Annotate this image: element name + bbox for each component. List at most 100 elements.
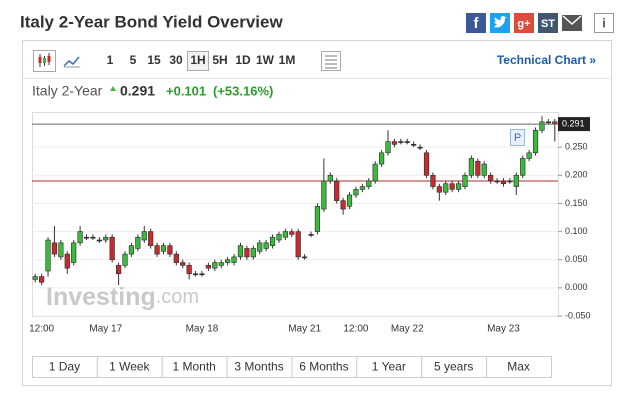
candle-body (308, 234, 314, 236)
y-tick-label: 0.150 (565, 198, 588, 208)
candle-body (218, 262, 224, 266)
last-price-box (558, 117, 590, 132)
range-bar: 1 Day 1 Week 1 Month 3 Months 6 Months 1 Year… (32, 356, 552, 378)
gplus-icon[interactable] (514, 13, 534, 33)
candle-body (436, 186, 442, 193)
period-button[interactable]: 1D (235, 53, 251, 67)
candle-body (353, 189, 359, 196)
y-tick-label: -0.050 (565, 310, 591, 320)
period-button[interactable]: 5 (130, 53, 137, 67)
candle-body (103, 236, 109, 241)
quote-price: 0.291 (120, 83, 155, 99)
candle-body (225, 259, 231, 263)
candle-body (109, 236, 115, 261)
range-label: 5 years (434, 360, 473, 374)
candle-body (475, 160, 481, 176)
range-label: 1 Week (109, 360, 150, 374)
period-bar: 1 5 15 30 1H 5H 1D 1W 1M (107, 51, 296, 71)
period-button[interactable]: 5H (212, 53, 227, 67)
candle-body (135, 236, 141, 249)
period-button[interactable]: 1M (279, 53, 296, 67)
candles: 0.291 (32, 116, 590, 286)
period-button[interactable]: 1 (107, 53, 114, 67)
marker-label: P (514, 132, 521, 144)
candle-body (39, 276, 45, 283)
range-label: 1 Month (173, 360, 216, 374)
candle-body (417, 146, 423, 149)
candle-body (192, 273, 199, 276)
candle-body (32, 276, 38, 280)
candle-icon (47, 56, 51, 62)
candle-body (359, 186, 365, 190)
candle-icon (43, 58, 46, 63)
x-tick-label: May 17 (89, 324, 122, 335)
marker-box[interactable] (510, 129, 525, 146)
period-button[interactable]: 1W (256, 53, 275, 67)
period-button[interactable]: 1H (190, 53, 205, 67)
candle-body (391, 141, 398, 145)
candle-body (346, 194, 353, 207)
candle-body (526, 152, 532, 159)
facebook-icon[interactable] (466, 13, 486, 33)
period-button[interactable]: 15 (147, 53, 161, 67)
range-button[interactable] (486, 356, 552, 378)
candle-body (276, 234, 282, 241)
candle-body (295, 231, 301, 258)
candle-body (378, 152, 385, 165)
candle-body (468, 158, 475, 176)
candle-body (372, 163, 378, 182)
last-price-label: 0.291 (562, 118, 585, 128)
quote-change-percent: (+53.16%) (213, 83, 273, 98)
range-label: 3 Months (234, 360, 283, 374)
candle-body (481, 163, 487, 176)
up-arrow (110, 86, 116, 91)
table-icon (325, 55, 337, 69)
candle-body (71, 242, 77, 263)
mail-flap (562, 15, 582, 26)
candle-body (513, 175, 519, 187)
quote-name: Italy 2-Year (32, 83, 103, 99)
candle-body (455, 183, 462, 190)
period-button[interactable]: 30 (169, 53, 183, 67)
candle-body (205, 265, 212, 269)
candle-body (186, 265, 192, 275)
candle-body (462, 175, 468, 187)
info-icon[interactable] (594, 13, 614, 33)
y-tick-label: 0.100 (565, 226, 588, 236)
x-tick-label: 12:00 (343, 324, 368, 335)
candle-body (532, 129, 539, 154)
period-selected[interactable] (187, 51, 209, 71)
candle-body (77, 231, 83, 244)
candle-body (83, 236, 90, 239)
range-label: Max (507, 360, 530, 374)
gplus-letter: g+ (517, 18, 530, 30)
candle-body (327, 175, 333, 182)
technical-chart-link[interactable]: Technical Chart » (497, 53, 596, 67)
candle-body (545, 121, 551, 124)
candle-body (58, 242, 64, 258)
candle-body (404, 141, 410, 143)
candle-body (334, 180, 340, 201)
info-letter: i (602, 15, 606, 30)
y-tick-label: 0.250 (565, 142, 588, 152)
candle-body (250, 248, 256, 258)
stocktwits-icon[interactable] (538, 13, 558, 33)
x-tick-label: May 21 (288, 324, 321, 335)
candle-body (141, 231, 147, 241)
candle-body (96, 239, 102, 242)
candle-body (411, 144, 417, 146)
title: Italy 2-Year Bond Yield Overview (20, 12, 283, 31)
candle-body (539, 121, 545, 131)
candle-body (488, 175, 494, 182)
line-button[interactable] (63, 56, 80, 67)
candle-body (128, 245, 135, 255)
candle-body (115, 265, 122, 275)
candle-body (148, 231, 154, 246)
candle-body (302, 256, 308, 259)
facebook-letter: f (474, 15, 480, 32)
y-tick-label: 0.000 (565, 282, 588, 292)
candle-body (507, 180, 513, 183)
candle-body (269, 236, 276, 246)
candle-body (122, 253, 128, 266)
candle-body (500, 180, 507, 185)
